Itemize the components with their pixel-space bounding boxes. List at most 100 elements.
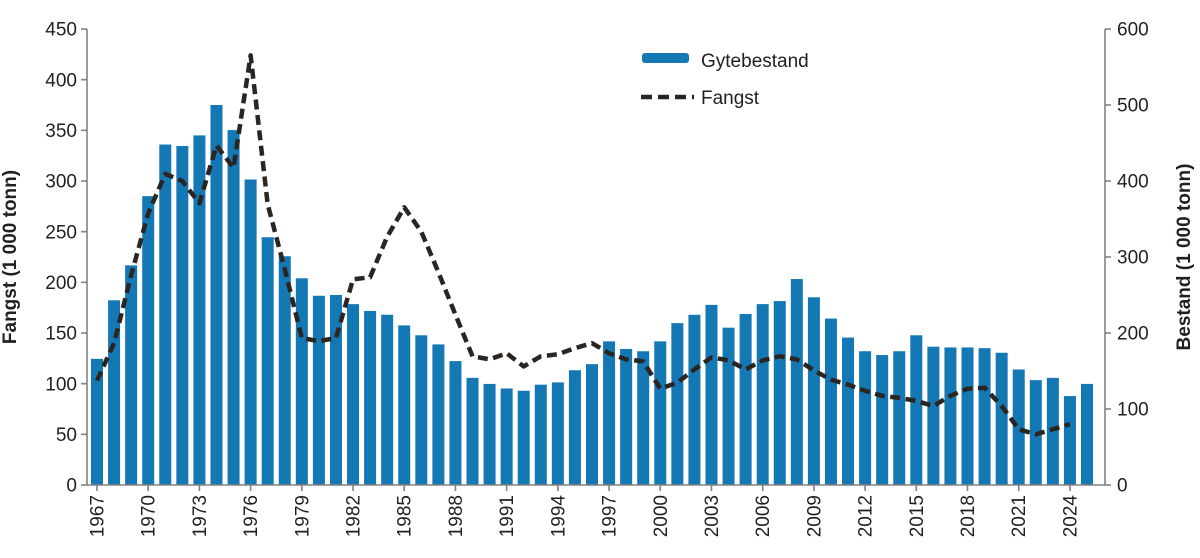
bar-1969 [125,265,138,485]
right-tick-label: 200 [1117,324,1149,345]
bar-1996 [586,364,598,485]
bar-2004 [722,327,735,485]
fangst-line-path [94,53,1071,437]
bar-1971 [159,144,172,485]
x-tick-label: 1991 [497,495,518,537]
fangst-dashed-line [94,53,1071,437]
right-tick-label: 600 [1117,20,1149,41]
x-tick-label: 2012 [856,495,877,537]
x-tick-label: 1988 [446,495,467,537]
bar-2014 [893,351,906,485]
bar-1978 [278,256,291,485]
left-tick-label: 400 [45,70,77,91]
bar-2011 [842,337,855,485]
bar-1987 [432,344,445,485]
bar-1972 [176,146,189,486]
left-tick-label: 300 [45,172,77,193]
x-tick-label: 1967 [88,495,109,537]
bar-1970 [142,196,155,485]
bar-1999 [637,351,650,485]
left-tick-label: 150 [45,324,77,345]
x-tick-label: 2006 [753,495,774,537]
left-tick-label: 0 [66,476,77,497]
bar-2000 [654,341,667,485]
bar-1980 [312,295,325,485]
bar-2024 [1063,396,1076,485]
left-tick-label: 250 [45,222,77,243]
bar-1977 [261,237,274,485]
left-tick-label: 50 [56,425,77,446]
legend-bar-label: Gytebestand [701,51,809,72]
x-tick-label: 2021 [1009,495,1030,537]
bar-2005 [739,314,752,485]
x-tick-label: 2009 [804,495,825,537]
bar-1998 [620,348,633,485]
x-tick-label: 2015 [907,495,928,537]
x-tick-label: 1994 [548,495,569,538]
left-tick-label: 200 [45,273,77,294]
x-tick-label: 1970 [139,495,160,537]
bar-2025 [1081,383,1093,485]
bar-2002 [688,314,701,485]
x-tick-label: 2018 [958,495,979,537]
bar-1988 [449,361,462,485]
bar-1975 [227,130,240,485]
bar-2003 [705,304,718,485]
left-tick-label: 450 [45,20,77,41]
bar-1981 [329,295,342,485]
bar-1995 [568,370,581,485]
bar-1993 [534,384,547,485]
bar-1983 [364,310,377,485]
x-tick-label: 1973 [190,495,211,537]
legend-bar-swatch [642,53,689,63]
bar-1989 [466,377,479,485]
bar-2006 [756,304,769,485]
x-tick-label: 2024 [1060,495,1081,538]
x-tick-label: 1985 [395,495,416,537]
legend: Gytebestand Fangst [641,51,809,109]
bar-1990 [483,383,496,485]
bar-2020 [995,352,1008,485]
x-tick-label: 1979 [292,495,313,537]
bar-2021 [1012,369,1025,485]
bar-2019 [978,348,991,485]
left-axis-title: Fangst (1 000 tonn) [0,170,21,344]
bar-2012 [859,351,872,485]
bar-2001 [671,323,684,485]
bar-1982 [347,304,360,485]
legend-line-label: Fangst [701,88,760,109]
bar-1976 [244,179,257,486]
bar-1984 [381,314,394,485]
bar-2018 [961,347,974,485]
right-tick-label: 0 [1117,476,1128,497]
x-tick-label: 1976 [241,495,262,537]
bar-2017 [944,347,957,485]
bar-1973 [193,135,206,485]
gytebestand-bars-series [91,105,1093,486]
x-tick-label: 1997 [600,495,621,537]
right-axis-title: Bestand (1 000 tonn) [1174,164,1195,351]
bar-2007 [773,301,786,485]
bar-2010 [824,318,837,485]
bar-1986 [415,335,428,485]
right-tick-label: 100 [1117,400,1149,421]
tick-labels: 0 50 100 150 200 250 300 350 400 450 0 100 200 300 400… [45,20,1148,538]
left-tick-label: 350 [45,121,77,142]
bar-1991 [500,388,513,485]
bar-2013 [876,355,889,485]
bar-1979 [295,278,308,485]
bar-2016 [927,346,940,485]
x-tick-label: 2003 [702,495,723,537]
left-tick-label: 100 [45,374,77,395]
x-tick-label: 2000 [651,495,672,537]
right-tick-label: 500 [1117,96,1149,117]
x-tick-label: 1982 [344,495,365,537]
bar-1992 [517,390,530,485]
right-tick-label: 300 [1117,248,1149,269]
bar-2009 [807,297,820,485]
right-tick-label: 400 [1117,172,1149,193]
bar-1968 [108,300,121,485]
bar-2008 [790,279,803,485]
